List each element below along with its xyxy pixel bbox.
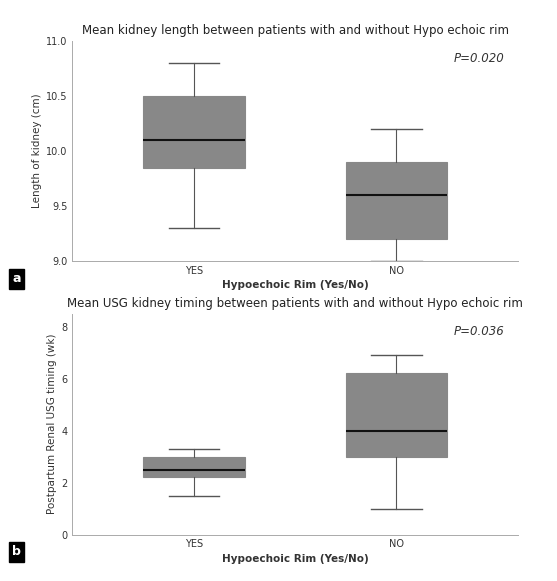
Title: Mean kidney length between patients with and without Hypo echoic rim: Mean kidney length between patients with… xyxy=(82,24,509,37)
Text: b: b xyxy=(12,546,21,558)
PathPatch shape xyxy=(346,374,447,457)
Text: a: a xyxy=(12,272,21,285)
X-axis label: Hypoechoic Rim (Yes/No): Hypoechoic Rim (Yes/No) xyxy=(222,554,369,564)
Title: Mean USG kidney timing between patients with and without Hypo echoic rim: Mean USG kidney timing between patients … xyxy=(67,297,523,310)
X-axis label: Hypoechoic Rim (Yes/No): Hypoechoic Rim (Yes/No) xyxy=(222,281,369,290)
PathPatch shape xyxy=(346,162,447,239)
Text: P=0.036: P=0.036 xyxy=(454,325,505,338)
Y-axis label: Length of kidney (cm): Length of kidney (cm) xyxy=(32,94,42,209)
PathPatch shape xyxy=(143,457,245,478)
Y-axis label: Postpartum Renal USG timing (wk): Postpartum Renal USG timing (wk) xyxy=(47,334,57,514)
Text: P=0.020: P=0.020 xyxy=(454,52,505,64)
PathPatch shape xyxy=(143,96,245,168)
